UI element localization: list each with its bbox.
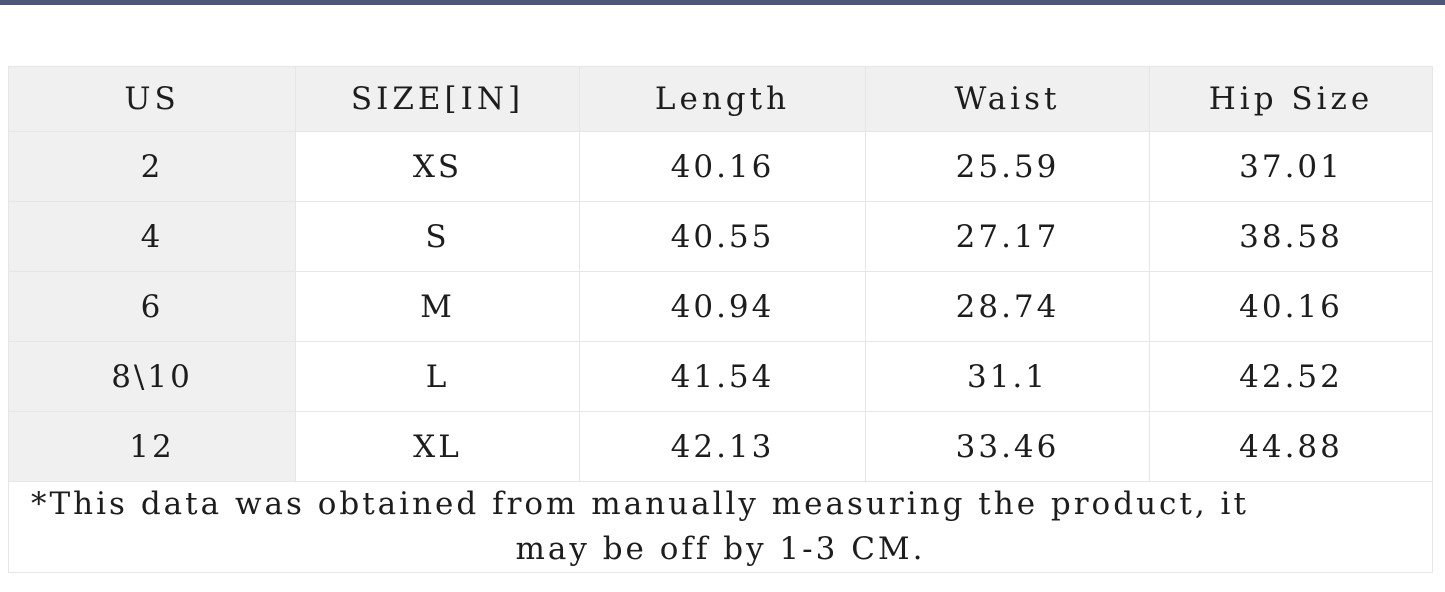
cell-us: 8\10 — [8, 341, 296, 412]
cell-size-in: XL — [295, 411, 580, 482]
cell-size-in: XS — [295, 131, 580, 202]
cell-us: 6 — [8, 271, 296, 342]
size-chart-container: US SIZE[IN] Length Waist Hip Size 2 XS 4… — [8, 66, 1433, 586]
cell-hip-size: 42.52 — [1149, 341, 1433, 412]
cell-us: 12 — [8, 411, 296, 482]
cell-us: 2 — [8, 131, 296, 202]
cell-size-in: M — [295, 271, 580, 342]
table-body: 2 XS 40.16 25.59 37.01 4 S 40.55 27.17 3… — [8, 131, 1433, 573]
disclaimer-line-2: may be off by 1-3 CM. — [515, 530, 926, 567]
column-header-hip-size: Hip Size — [1149, 66, 1433, 132]
cell-length: 42.13 — [579, 411, 866, 482]
cell-length: 40.16 — [579, 131, 866, 202]
table-header: US SIZE[IN] Length Waist Hip Size — [8, 66, 1433, 132]
table-row: 6 M 40.94 28.74 40.16 — [8, 271, 1433, 342]
table-row: 2 XS 40.16 25.59 37.01 — [8, 131, 1433, 202]
measurement-disclaimer: *This data was obtained from manually me… — [8, 481, 1433, 573]
cell-hip-size: 38.58 — [1149, 201, 1433, 272]
table-row: 4 S 40.55 27.17 38.58 — [8, 201, 1433, 272]
cell-size-in: L — [295, 341, 580, 412]
table-row: 12 XL 42.13 33.46 44.88 — [8, 411, 1433, 482]
cell-length: 41.54 — [579, 341, 866, 412]
cell-waist: 31.1 — [865, 341, 1150, 412]
cell-waist: 28.74 — [865, 271, 1150, 342]
table-footnote-row: *This data was obtained from manually me… — [8, 481, 1433, 573]
column-header-size-in: SIZE[IN] — [295, 66, 580, 132]
cell-hip-size: 44.88 — [1149, 411, 1433, 482]
column-header-waist: Waist — [865, 66, 1150, 132]
cell-length: 40.55 — [579, 201, 866, 272]
table-header-row: US SIZE[IN] Length Waist Hip Size — [8, 66, 1433, 132]
cell-hip-size: 40.16 — [1149, 271, 1433, 342]
column-header-us: US — [8, 66, 296, 132]
disclaimer-line-1: *This data was obtained from manually me… — [31, 486, 1249, 522]
cell-waist: 27.17 — [865, 201, 1150, 272]
cell-hip-size: 37.01 — [1149, 131, 1433, 202]
size-chart-table: US SIZE[IN] Length Waist Hip Size 2 XS 4… — [8, 66, 1433, 573]
cell-waist: 33.46 — [865, 411, 1150, 482]
column-header-length: Length — [579, 66, 866, 132]
cell-waist: 25.59 — [865, 131, 1150, 202]
cell-size-in: S — [295, 201, 580, 272]
cell-us: 4 — [8, 201, 296, 272]
top-accent-bar — [0, 0, 1445, 5]
cell-length: 40.94 — [579, 271, 866, 342]
table-row: 8\10 L 41.54 31.1 42.52 — [8, 341, 1433, 412]
